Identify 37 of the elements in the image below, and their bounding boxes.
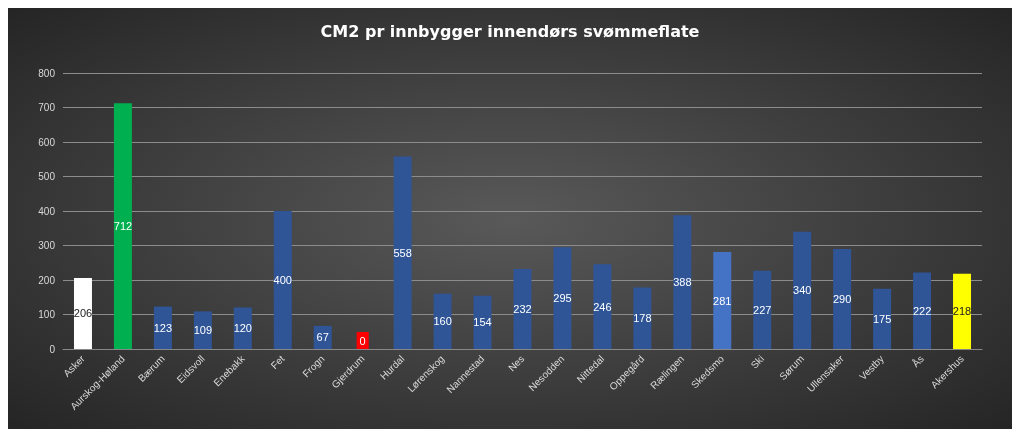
- data-label: 218: [952, 305, 972, 318]
- data-label: 295: [553, 292, 572, 305]
- y-tick-label: 100: [38, 309, 56, 320]
- data-label: 206: [73, 307, 93, 320]
- y-tick-label: 400: [38, 205, 56, 217]
- y-tick-label: 600: [38, 136, 56, 148]
- data-label: 120: [233, 322, 252, 335]
- data-label: 109: [193, 324, 213, 337]
- x-tick-label: Ski: [748, 353, 767, 371]
- y-tick-label: 300: [38, 240, 56, 251]
- data-label: 222: [912, 304, 932, 317]
- y-tick-label: 200: [38, 274, 56, 286]
- chart-title: CM2 pr innbygger innendørs svømmeflate: [320, 21, 700, 41]
- data-label: 178: [633, 312, 652, 325]
- data-label: 123: [153, 321, 173, 334]
- x-tick-label: Fet: [268, 352, 287, 372]
- data-label: 281: [713, 294, 732, 307]
- data-label: 340: [793, 284, 812, 297]
- data-label: 388: [673, 276, 692, 289]
- data-label: 246: [593, 300, 612, 313]
- data-label: 154: [473, 316, 492, 329]
- y-tick-label: 800: [38, 67, 56, 79]
- x-tick-label: Nes: [506, 353, 527, 374]
- y-tick-label: 500: [38, 171, 56, 182]
- data-label: 712: [113, 220, 133, 233]
- data-label: 0: [359, 334, 366, 347]
- x-tick-label: Ås: [909, 352, 926, 370]
- data-label: 160: [433, 315, 452, 328]
- data-label: 227: [753, 303, 772, 316]
- data-label: 175: [872, 312, 892, 325]
- y-tick-label: 700: [38, 102, 56, 113]
- data-label: 400: [273, 274, 292, 286]
- data-label: 290: [832, 292, 852, 305]
- y-tick-label: 0: [49, 343, 56, 355]
- data-label: 67: [316, 331, 329, 344]
- data-label: 558: [393, 246, 412, 259]
- data-label: 232: [513, 302, 532, 315]
